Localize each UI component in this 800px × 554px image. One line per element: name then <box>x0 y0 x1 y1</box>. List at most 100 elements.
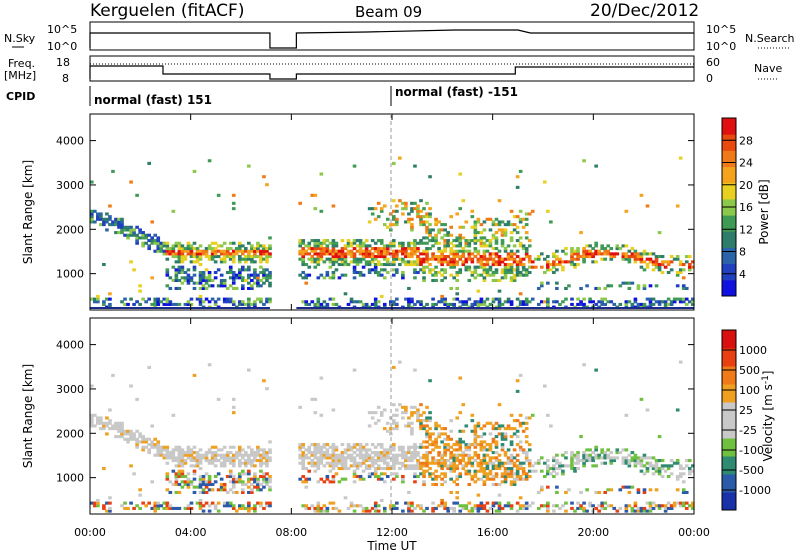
power-cell <box>509 223 514 227</box>
power-cell <box>431 244 435 248</box>
power-cell <box>395 255 399 259</box>
power-cell <box>120 231 124 235</box>
power-cell <box>576 247 580 251</box>
nsky-label: N.Sky <box>4 32 36 45</box>
velocity-cell <box>228 480 233 484</box>
velocity-cell <box>379 411 384 415</box>
velocity-cell <box>425 405 429 409</box>
velocity-cell <box>398 461 402 465</box>
velocity-cell <box>237 448 242 452</box>
power-cell <box>419 300 423 304</box>
power-cell <box>189 247 194 251</box>
power-cell <box>515 231 520 235</box>
velocity-cell <box>425 469 429 473</box>
colorbar-frame <box>721 329 737 511</box>
velocity-cell <box>467 509 472 513</box>
power-cell <box>615 247 620 251</box>
power-cell <box>455 260 460 264</box>
power-cell <box>370 212 375 216</box>
velocity-cell <box>346 445 351 449</box>
velocity-cell <box>328 501 333 505</box>
velocity-cell <box>582 506 586 510</box>
power-cell <box>328 249 333 253</box>
velocity-cell <box>319 445 324 449</box>
velocity-cell <box>361 509 366 513</box>
velocity-cell <box>476 461 481 465</box>
power-cell <box>93 209 97 213</box>
power-cell <box>156 247 161 251</box>
velocity-cell <box>256 459 260 463</box>
power-cell <box>521 268 526 272</box>
velocity-cell <box>207 477 212 481</box>
power-cell <box>138 228 142 232</box>
velocity-cell <box>422 474 426 479</box>
velocity-cell <box>231 485 236 489</box>
velocity-cell <box>407 501 411 505</box>
freq-tick-top: 18 <box>56 56 70 69</box>
velocity-cell <box>177 474 182 479</box>
velocity-cell <box>576 456 580 460</box>
power-cell <box>298 273 302 277</box>
power-cell <box>431 297 435 301</box>
velocity-cell <box>364 464 369 468</box>
velocity-cell <box>313 397 318 401</box>
velocity-cell <box>96 501 100 505</box>
power-cell <box>322 276 327 280</box>
velocity-cell <box>265 387 269 391</box>
velocity-cell <box>364 509 369 513</box>
power-cell <box>425 212 429 216</box>
velocity-cell <box>428 443 432 447</box>
power-cell <box>346 249 351 253</box>
x-tick-label: 12:00 <box>376 526 408 539</box>
velocity-cell <box>198 477 203 481</box>
power-cell <box>624 257 629 261</box>
power-cell <box>615 244 620 248</box>
velocity-cell <box>247 472 251 476</box>
velocity-cell <box>132 432 136 436</box>
velocity-cell <box>207 474 212 479</box>
velocity-cell <box>358 451 363 455</box>
nsky-trace <box>89 29 694 49</box>
power-cell <box>313 247 318 251</box>
velocity-cell <box>379 498 384 502</box>
velocity-cell <box>497 461 502 465</box>
power-cell <box>509 300 514 304</box>
velocity-cell <box>467 459 472 463</box>
power-cell <box>346 252 351 256</box>
velocity-cell <box>443 453 447 457</box>
velocity-cell <box>404 466 408 471</box>
velocity-cell <box>521 466 526 471</box>
velocity-cell <box>458 453 463 457</box>
velocity-cell <box>219 482 224 487</box>
velocity-cell <box>600 456 604 460</box>
velocity-cell <box>177 448 182 452</box>
velocity-cell <box>207 504 212 508</box>
velocity-cell <box>476 453 481 457</box>
power-cell <box>253 249 257 253</box>
power-cell <box>337 257 342 261</box>
power-cell <box>395 209 399 213</box>
velocity-cell <box>648 506 653 510</box>
velocity-cell <box>376 466 381 471</box>
velocity-cell <box>174 480 179 484</box>
power-cell <box>310 300 315 304</box>
velocity-cell <box>488 443 493 447</box>
power-cell <box>262 281 266 285</box>
power-cell <box>352 270 357 275</box>
velocity-cell <box>392 445 396 449</box>
power-cell <box>401 257 405 261</box>
velocity-cell <box>392 403 396 407</box>
power-cell <box>298 239 302 243</box>
power-cell <box>237 244 242 248</box>
velocity-cell <box>657 472 662 476</box>
velocity-cell <box>645 501 650 505</box>
velocity-cell <box>398 448 402 452</box>
freq-unit: [MHz] <box>4 69 36 82</box>
velocity-cell <box>633 459 638 463</box>
power-cell <box>219 257 224 261</box>
power-cell <box>576 249 580 253</box>
velocity-cell <box>546 466 550 471</box>
power-cell <box>479 265 484 269</box>
nsearch-tick-top: 10^5 <box>706 23 736 36</box>
power-cell <box>250 249 254 253</box>
